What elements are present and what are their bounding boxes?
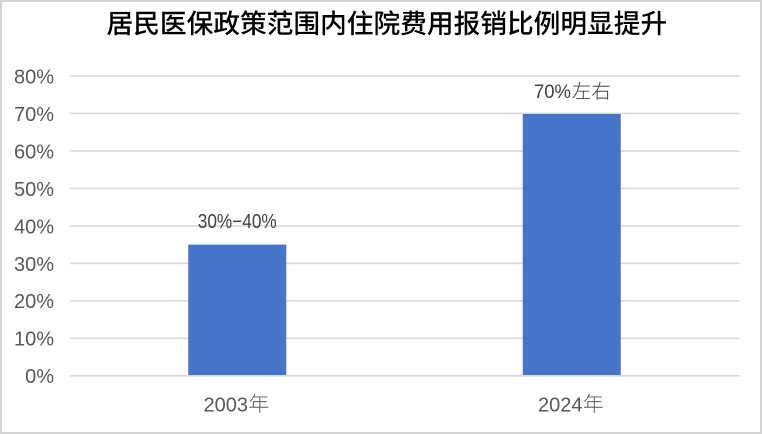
svg-text:60%: 60% bbox=[14, 141, 54, 163]
svg-text:30%: 30% bbox=[14, 254, 54, 276]
svg-text:70%: 70% bbox=[14, 104, 54, 126]
svg-text:50%: 50% bbox=[14, 179, 54, 201]
svg-text:70%: 70% bbox=[534, 81, 571, 103]
svg-text:40%: 40% bbox=[14, 216, 54, 238]
svg-text:80%: 80% bbox=[14, 66, 54, 88]
svg-text:2003: 2003 bbox=[204, 394, 249, 416]
svg-text:30%−40%: 30%−40% bbox=[198, 211, 277, 233]
svg-text:10%: 10% bbox=[14, 329, 54, 351]
svg-text:20%: 20% bbox=[14, 291, 54, 313]
svg-text:0%: 0% bbox=[25, 366, 54, 388]
svg-text:2024: 2024 bbox=[538, 394, 583, 416]
